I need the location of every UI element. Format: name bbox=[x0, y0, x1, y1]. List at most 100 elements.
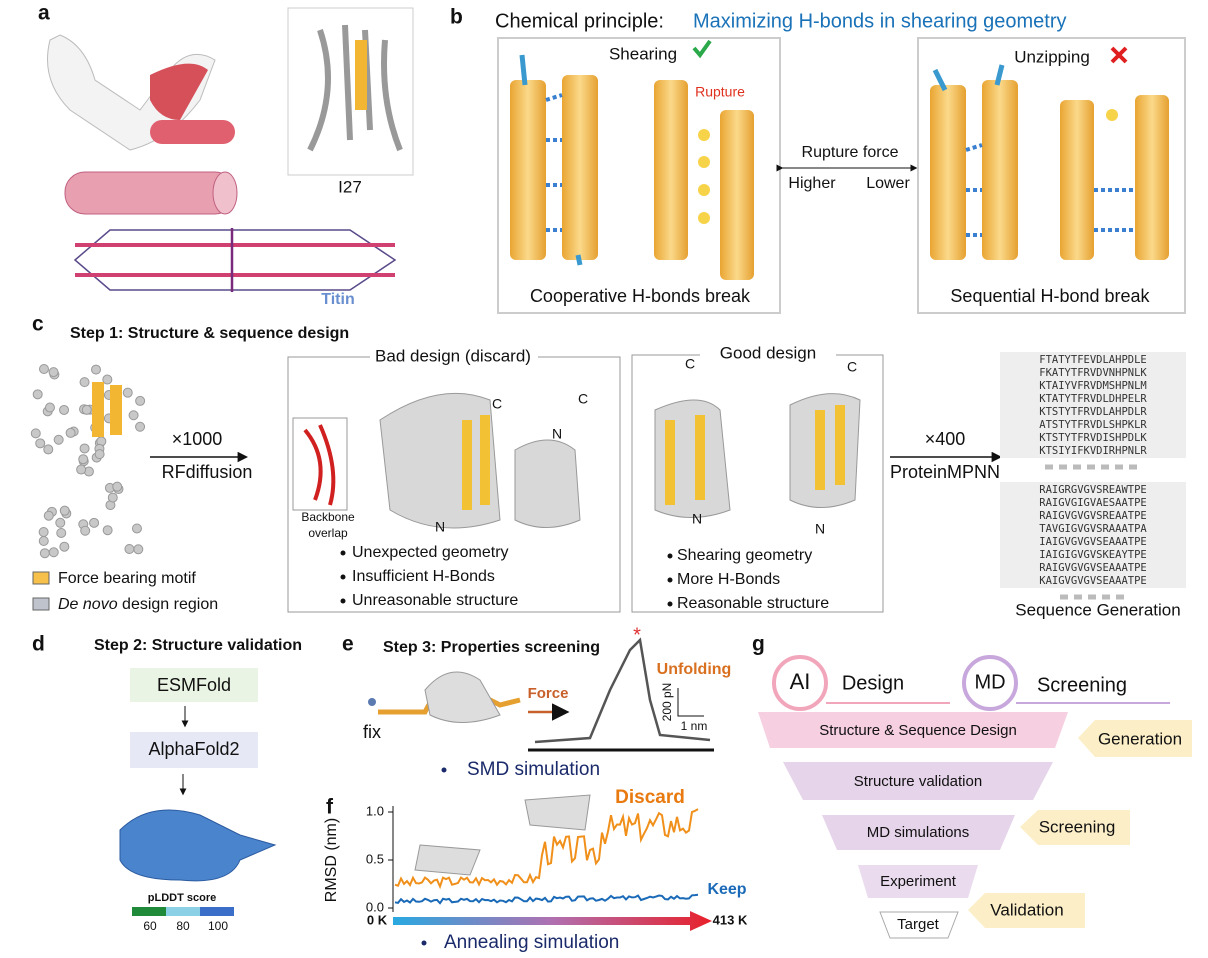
sphere bbox=[59, 404, 70, 415]
bullet-dot bbox=[667, 577, 673, 583]
sequence: IAIGIGVGVSKEAYTPE bbox=[1039, 549, 1146, 561]
sequence: RAIGRGVGVSREAWTPE bbox=[1039, 484, 1146, 496]
sphere bbox=[55, 517, 66, 528]
plddt-bar bbox=[132, 907, 166, 916]
label: Force bbox=[528, 685, 569, 702]
funnel-level bbox=[879, 911, 959, 939]
sphere bbox=[38, 526, 49, 537]
label: N bbox=[435, 519, 445, 535]
funnel-level bbox=[822, 815, 1015, 850]
plddt-bar bbox=[200, 907, 234, 916]
legend-swatch bbox=[32, 597, 50, 611]
funnel-label: Structure & Sequence Design bbox=[819, 722, 1017, 739]
title-highlight: Maximizing H-bonds in shearing geometry bbox=[693, 10, 1067, 32]
smd-trace bbox=[534, 637, 711, 744]
good-box bbox=[631, 354, 884, 613]
sphere bbox=[59, 541, 70, 552]
bullet-dot bbox=[441, 767, 447, 773]
bullet-dot bbox=[340, 598, 346, 604]
label: ProteinMPNN bbox=[890, 462, 1000, 482]
sequence: KAIGVGVGVSEAAATPE bbox=[1039, 575, 1146, 587]
strands bbox=[510, 75, 1169, 280]
label: pLDDT score bbox=[148, 892, 216, 904]
pull-arrows bbox=[519, 54, 1005, 266]
label: Shearing bbox=[609, 44, 677, 63]
md-circle bbox=[962, 655, 1018, 711]
tag-label: Generation bbox=[1098, 729, 1182, 748]
label: AI bbox=[790, 669, 811, 694]
tag-shape bbox=[1078, 720, 1192, 757]
sphere bbox=[122, 387, 133, 398]
panel-label: a bbox=[38, 2, 50, 25]
sequence: KTATYTFRVDLDHPELR bbox=[1039, 393, 1147, 405]
sphere bbox=[39, 548, 50, 559]
motif bbox=[92, 382, 104, 437]
sequence-block bbox=[1000, 352, 1186, 458]
sphere bbox=[135, 421, 146, 432]
label: Sequence Generation bbox=[1015, 600, 1180, 619]
sphere bbox=[48, 547, 59, 558]
title: Step 3: Properties screening bbox=[383, 639, 600, 656]
sphere bbox=[124, 543, 135, 554]
label: Cooperative H-bonds break bbox=[530, 286, 751, 306]
panel-label: e bbox=[342, 633, 354, 656]
funnel-label: Experiment bbox=[880, 873, 957, 890]
label: Keep bbox=[707, 881, 746, 898]
legend-text: design region bbox=[118, 596, 219, 613]
sphere bbox=[135, 395, 146, 406]
bad-box bbox=[287, 356, 621, 613]
sphere bbox=[32, 389, 43, 400]
funnel-label: Structure validation bbox=[854, 773, 982, 790]
label: overlap bbox=[308, 526, 348, 540]
structure-thumb bbox=[414, 844, 481, 876]
label: Screening bbox=[1037, 674, 1127, 696]
bullet-dot bbox=[340, 550, 346, 556]
label: Discard bbox=[615, 787, 685, 808]
sphere bbox=[107, 492, 118, 503]
funnel-level bbox=[758, 712, 1068, 748]
protein-cartoon bbox=[424, 671, 501, 723]
legend-swatch bbox=[32, 571, 50, 585]
label: I27 bbox=[338, 177, 362, 196]
broken-bonds bbox=[698, 109, 1118, 224]
label: 100 bbox=[208, 919, 228, 933]
funnel-label: Target bbox=[897, 916, 940, 933]
plddt-bar bbox=[166, 907, 200, 916]
label: 0 K bbox=[367, 912, 388, 927]
fix-point bbox=[368, 698, 376, 706]
sequence: RAIGVGVGVSEAAATPE bbox=[1039, 562, 1146, 574]
bullet: Insufficient H-Bonds bbox=[352, 568, 495, 585]
legend-italic: De novo bbox=[58, 596, 118, 613]
alphafold-box bbox=[130, 732, 258, 768]
label: ESMFold bbox=[157, 675, 231, 695]
bullet-dot bbox=[667, 553, 673, 559]
motif bbox=[110, 385, 122, 435]
tag-label: Validation bbox=[990, 900, 1063, 919]
motif-strands bbox=[462, 405, 845, 510]
label: Rupture bbox=[695, 84, 745, 100]
sequence: FTATYTFEVDLAHPDLE bbox=[1039, 354, 1146, 366]
i27-motif bbox=[355, 40, 367, 110]
label: AlphaFold2 bbox=[148, 739, 239, 759]
overlap-loop bbox=[303, 424, 336, 506]
scale-bar bbox=[677, 688, 704, 717]
label: MD bbox=[974, 671, 1005, 693]
sphere bbox=[38, 363, 49, 374]
cross-icon bbox=[1110, 46, 1128, 64]
label: Sequential H-bond break bbox=[950, 286, 1150, 306]
legend-label: De novo design region bbox=[58, 596, 218, 613]
panel-label: d bbox=[32, 633, 45, 656]
sphere bbox=[30, 428, 41, 439]
title: Step 2: Structure validation bbox=[94, 637, 302, 654]
i27-structure bbox=[307, 24, 403, 152]
bullet-dot bbox=[340, 574, 346, 580]
label: Backbone bbox=[301, 510, 355, 524]
panel-label: c bbox=[32, 313, 44, 336]
tag-label: Screening bbox=[1039, 817, 1116, 836]
label: Lower bbox=[866, 175, 910, 192]
sphere bbox=[44, 402, 55, 413]
tag-shape bbox=[968, 893, 1085, 928]
label: Rupture force bbox=[802, 144, 899, 161]
sphere bbox=[102, 374, 113, 385]
y-tick-label: 1.0 bbox=[366, 803, 384, 818]
